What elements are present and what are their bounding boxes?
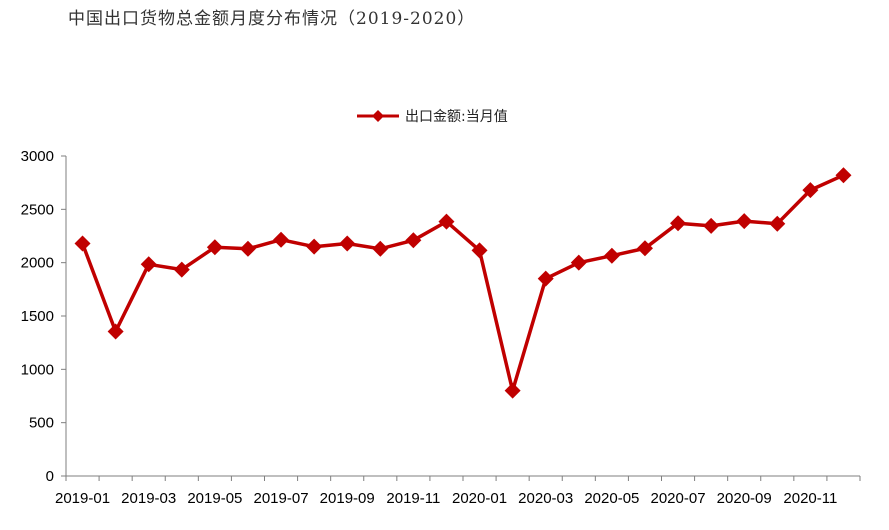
legend-line-marker-icon: [357, 110, 399, 122]
series-line: [80, 173, 845, 393]
data-point-marker: [206, 239, 223, 256]
data-point-marker: [504, 382, 521, 399]
x-tick-label: 2019-05: [187, 490, 242, 507]
y-tick-label: 1000: [21, 361, 54, 378]
y-tick-label: 0: [46, 468, 54, 485]
data-point-marker: [405, 232, 422, 249]
x-tick-label: 2019-11: [386, 490, 440, 507]
data-point-marker: [736, 213, 753, 230]
x-tick-label: 2020-09: [717, 490, 772, 507]
data-point-marker: [835, 167, 852, 184]
x-tick-label: 2020-11: [783, 490, 837, 507]
data-point-marker: [636, 240, 653, 257]
legend-label: 出口金额:当月值: [405, 109, 508, 125]
data-point-marker: [703, 217, 720, 234]
y-tick-label: 2500: [21, 201, 54, 218]
data-point-marker: [471, 242, 488, 259]
chart-title: 中国出口货物总金额月度分布情况（2019-2020）: [68, 9, 476, 29]
x-tick-label: 2020-03: [518, 490, 573, 507]
x-tick-label: 2020-07: [651, 490, 706, 507]
y-tick-label: 1500: [21, 308, 54, 325]
data-point-marker: [239, 240, 256, 257]
data-point-marker: [769, 215, 786, 232]
data-point-marker: [306, 238, 323, 255]
data-point-marker: [570, 254, 587, 271]
x-tick-label: 2019-07: [254, 490, 309, 507]
data-point-marker: [74, 235, 91, 252]
data-point-marker: [107, 323, 124, 340]
x-tick-label: 2020-01: [452, 490, 507, 507]
data-point-marker: [438, 213, 455, 230]
data-point-marker: [372, 240, 389, 257]
data-point-marker: [603, 247, 620, 264]
x-tick-label: 2019-01: [55, 490, 110, 507]
x-tick-label: 2020-05: [584, 490, 639, 507]
x-tick-label: 2019-09: [320, 490, 375, 507]
y-tick-label: 2000: [21, 255, 54, 272]
y-tick-label: 500: [29, 415, 54, 432]
x-tick-label: 2019-03: [121, 490, 176, 507]
data-point-marker: [140, 256, 157, 273]
data-point-marker: [273, 231, 290, 248]
data-point-marker: [339, 235, 356, 252]
data-point-marker: [802, 182, 819, 199]
legend: 出口金额:当月值: [357, 104, 508, 128]
y-tick-label: 3000: [21, 148, 54, 165]
data-point-marker: [173, 261, 190, 278]
data-point-marker: [670, 215, 687, 232]
data-point-marker: [537, 270, 554, 287]
